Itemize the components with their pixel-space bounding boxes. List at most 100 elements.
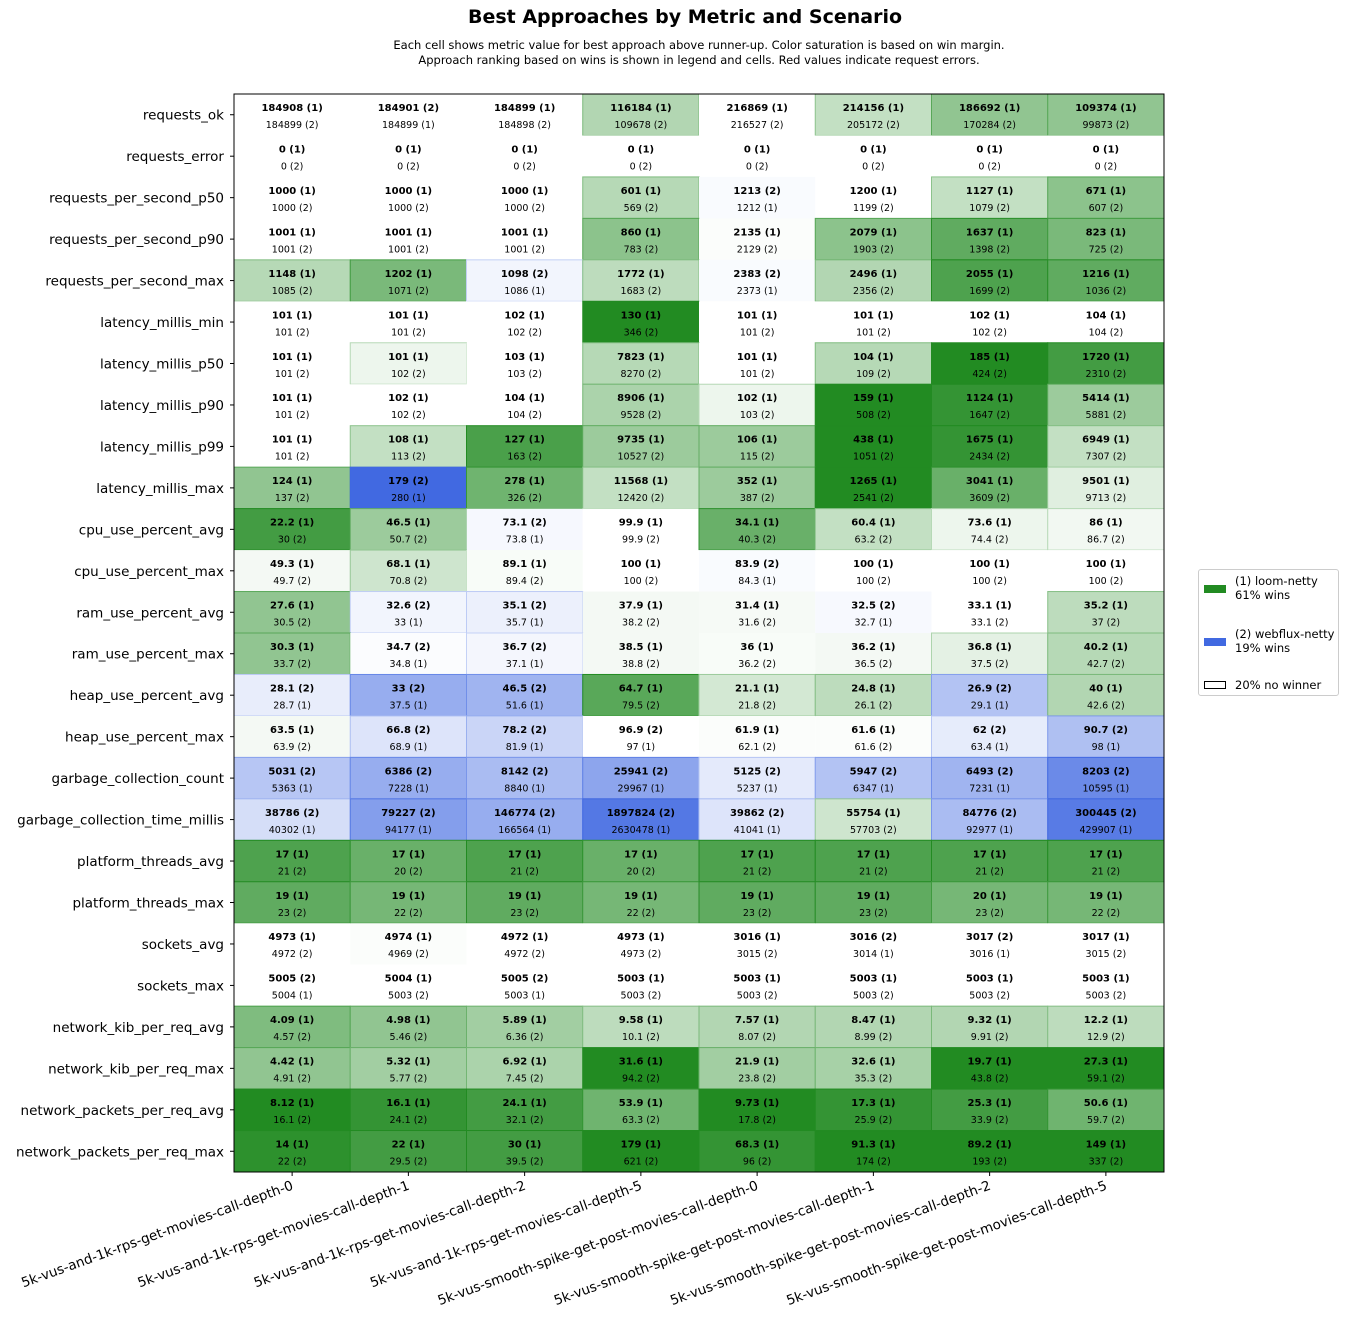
cell-top-label: 9.73 (1) <box>735 1098 779 1109</box>
row-label: latency_millis_min <box>100 315 224 331</box>
cell-top-label: 73.1 (2) <box>502 518 546 529</box>
cell-bottom-label: 102 (2) <box>507 327 542 338</box>
cell-top-label: 3041 (1) <box>966 476 1013 487</box>
cell-top-label: 20 (1) <box>973 891 1007 902</box>
cell-bottom-label: 170284 (2) <box>963 120 1016 131</box>
cell-bottom-label: 43.8 (2) <box>971 1074 1009 1085</box>
cell-top-label: 38786 (2) <box>265 808 319 819</box>
heatmap-cell <box>466 1088 584 1132</box>
cell-top-label: 1897824 (2) <box>607 808 675 819</box>
cell-bottom-label: 101 (2) <box>740 327 775 338</box>
cell-bottom-label: 3016 (1) <box>969 949 1010 960</box>
cell-top-label: 186692 (1) <box>959 103 1020 114</box>
cell-top-label: 1200 (1) <box>850 186 897 197</box>
cell-top-label: 21.1 (1) <box>735 683 779 694</box>
cell-top-label: 5.32 (1) <box>386 1057 430 1068</box>
cell-bottom-label: 1085 (2) <box>272 286 313 297</box>
cell-bottom-label: 98 (1) <box>1092 742 1121 753</box>
heatmap-cell <box>699 135 816 177</box>
cell-top-label: 46.5 (1) <box>386 518 430 529</box>
cell-top-label: 4.98 (1) <box>386 1015 430 1026</box>
legend-label-approach-1-wins: 61% wins <box>1235 588 1291 602</box>
cell-top-label: 34.7 (2) <box>386 642 430 653</box>
cell-top-label: 68.3 (1) <box>735 1140 779 1151</box>
legend-label-approach-1-name: (1) loom-netty <box>1235 574 1318 588</box>
cell-bottom-label: 37.5 (2) <box>971 659 1009 670</box>
cell-top-label: 90.7 (2) <box>1084 725 1128 736</box>
cell-bottom-label: 102 (2) <box>972 327 1007 338</box>
cell-top-label: 214156 (1) <box>843 103 904 114</box>
cell-bottom-label: 113 (2) <box>391 452 426 463</box>
cell-bottom-label: 103 (2) <box>740 410 775 421</box>
cell-top-label: 1265 (1) <box>850 476 897 487</box>
cell-bottom-label: 22 (2) <box>394 908 423 919</box>
cell-bottom-label: 63.9 (2) <box>273 742 311 753</box>
heatmap-cell <box>699 94 816 136</box>
cell-top-label: 9735 (1) <box>617 435 664 446</box>
cell-bottom-label: 89.4 (2) <box>506 576 544 587</box>
heatmap-cell <box>349 839 467 883</box>
cell-bottom-label: 57703 (2) <box>850 825 897 836</box>
cell-top-label: 5003 (1) <box>850 974 897 985</box>
cell-top-label: 102 (1) <box>737 393 777 404</box>
row-label: cpu_use_percent_max <box>74 564 224 580</box>
cell-bottom-label: 22 (2) <box>627 908 656 919</box>
cell-bottom-label: 74.4 (2) <box>971 535 1009 546</box>
cell-top-label: 49.3 (1) <box>270 559 314 570</box>
cell-bottom-label: 40.3 (2) <box>738 535 776 546</box>
cell-top-label: 89.2 (1) <box>967 1140 1011 1151</box>
cell-top-label: 101 (1) <box>272 435 312 446</box>
cell-bottom-label: 68.9 (1) <box>390 742 428 753</box>
heatmap-cell <box>466 342 583 385</box>
cell-bottom-label: 1699 (2) <box>969 286 1010 297</box>
cell-top-label: 64.7 (1) <box>619 683 663 694</box>
heatmap-cell <box>350 301 467 343</box>
cell-bottom-label: 5003 (2) <box>737 991 778 1002</box>
heatmap-cell <box>233 756 351 800</box>
heatmap-cell <box>466 881 584 924</box>
cell-bottom-label: 16.1 (2) <box>273 1115 311 1126</box>
cell-top-label: 19 (1) <box>392 891 426 902</box>
cell-bottom-label: 99873 (2) <box>1083 120 1130 131</box>
cell-top-label: 24.1 (1) <box>502 1098 546 1109</box>
cell-top-label: 2383 (2) <box>733 269 780 280</box>
cell-bottom-label: 37 (2) <box>1092 618 1121 629</box>
legend: (1) loom-netty 61% wins (2) webflux-nett… <box>1198 569 1339 696</box>
cell-bottom-label: 8270 (2) <box>621 369 662 380</box>
cell-bottom-label: 5363 (1) <box>272 783 313 794</box>
heatmap-cell <box>466 176 583 219</box>
cell-bottom-label: 2434 (2) <box>969 452 1010 463</box>
legend-label-no-winner: 20% no winner <box>1235 678 1321 692</box>
row-label: network_kib_per_req_max <box>48 1061 224 1077</box>
heatmap-cell <box>815 301 932 343</box>
cell-top-label: 106 (1) <box>737 435 777 446</box>
legend-swatch-no-winner <box>1204 681 1226 689</box>
cell-top-label: 104 (1) <box>853 352 893 363</box>
cell-top-label: 149 (1) <box>1086 1140 1126 1151</box>
cell-top-label: 2079 (1) <box>850 227 897 238</box>
cell-bottom-label: 1903 (2) <box>853 244 894 255</box>
heatmap-cell <box>233 1005 351 1049</box>
cell-bottom-label: 0 (2) <box>978 161 1001 172</box>
cell-bottom-label: 99.9 (2) <box>622 535 660 546</box>
cell-top-label: 8906 (1) <box>617 393 664 404</box>
cell-top-label: 19 (1) <box>275 891 309 902</box>
cell-top-label: 130 (1) <box>621 310 661 321</box>
heatmap-cell <box>1047 591 1165 634</box>
cell-top-label: 25941 (2) <box>614 766 668 777</box>
heatmap-cell <box>582 715 699 758</box>
heatmap-cell <box>698 508 816 551</box>
cell-top-label: 101 (1) <box>272 310 312 321</box>
cell-bottom-label: 7.45 (2) <box>506 1074 544 1085</box>
cell-bottom-label: 5003 (2) <box>388 991 429 1002</box>
cell-top-label: 2055 (1) <box>966 269 1013 280</box>
cell-bottom-label: 23 (2) <box>859 908 888 919</box>
cell-bottom-label: 22 (2) <box>278 1157 307 1168</box>
cell-top-label: 100 (1) <box>621 559 661 570</box>
cell-top-label: 116184 (1) <box>610 103 671 114</box>
cell-bottom-label: 4.91 (2) <box>273 1074 311 1085</box>
heatmap-cell <box>814 839 932 883</box>
cell-top-label: 1637 (1) <box>966 227 1013 238</box>
heatmap-cell <box>931 259 1049 302</box>
cell-bottom-label: 326 (2) <box>507 493 542 504</box>
